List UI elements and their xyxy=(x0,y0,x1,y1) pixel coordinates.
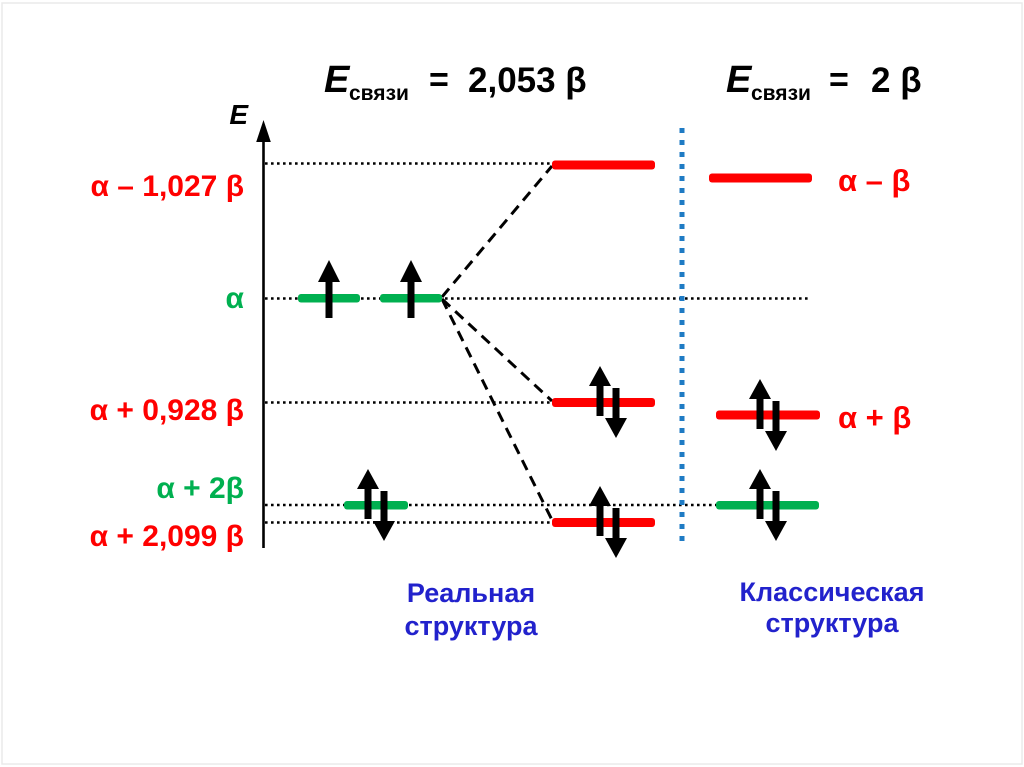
e-subscript: связи xyxy=(751,82,811,105)
level-bar-alpha-2beta-real xyxy=(344,501,408,510)
e-subscript: связи xyxy=(349,82,409,105)
spin-up-arrow-icon xyxy=(749,379,771,429)
electron-spin-up-arrow-icon xyxy=(400,260,422,318)
equals-sign: = xyxy=(429,61,449,99)
energy-label-antibonding-classical: α – β xyxy=(838,163,910,198)
electron-pair-alpha-2beta-classical xyxy=(749,469,787,541)
energy-label-alpha: α xyxy=(226,282,245,315)
correlation-line-top xyxy=(440,165,554,298)
level-bar-antibonding-classical xyxy=(709,173,812,183)
caption-classical: Классическая структура xyxy=(740,577,925,638)
bond-energy-title-real: E связи = 2,053 β xyxy=(324,59,587,105)
caption-classical-line2: структура xyxy=(766,608,900,638)
e-symbol: E xyxy=(324,59,351,101)
electron-pair-bonding-real xyxy=(589,366,627,438)
caption-real-line2: структура xyxy=(405,611,539,641)
spin-down-arrow-icon xyxy=(765,491,787,541)
electron-pair-alpha-2beta-real xyxy=(357,469,395,541)
spin-up-arrow-icon xyxy=(589,366,611,416)
energy-axis-label: E xyxy=(229,99,249,130)
electron-pair-bonding-classical xyxy=(749,379,787,451)
axis-arrowhead-icon xyxy=(256,120,271,142)
bond-energy-value: 2,053 β xyxy=(468,61,587,100)
electron-pair-lowest-real xyxy=(589,486,627,558)
correlation-line-middle xyxy=(440,297,554,403)
spin-down-arrow-icon xyxy=(605,508,627,558)
caption-classical-line1: Классическая xyxy=(740,577,925,607)
spin-up-arrow-icon xyxy=(589,486,611,536)
energy-label-bonding-real: α + 0,928 β xyxy=(90,394,244,427)
level-bar-antibonding-real xyxy=(552,160,655,170)
e-symbol: E xyxy=(726,59,753,101)
electron-spin-up-arrow-icon xyxy=(318,260,340,318)
bond-energy-title-classical: E связи = 2 β xyxy=(726,59,922,105)
bond-energy-value: 2 β xyxy=(871,61,922,100)
energy-label-antibonding-real: α – 1,027 β xyxy=(90,170,244,203)
energy-label-alpha-2beta: α + 2β xyxy=(156,472,244,505)
level-bar-alpha-2beta-classical xyxy=(716,501,819,510)
energy-label-lowest-real: α + 2,099 β xyxy=(90,520,244,553)
level-bar-bonding-classical xyxy=(716,410,820,420)
spin-down-arrow-icon xyxy=(605,388,627,438)
spin-down-arrow-icon xyxy=(373,491,395,541)
spin-up-arrow-icon xyxy=(749,469,771,519)
caption-real: Реальная структура xyxy=(405,578,539,641)
spin-down-arrow-icon xyxy=(765,401,787,451)
caption-real-line1: Реальная xyxy=(407,578,535,608)
correlation-line-bottom xyxy=(440,298,554,521)
energy-label-bonding-classical: α + β xyxy=(838,400,911,435)
equals-sign: = xyxy=(829,61,849,99)
spin-up-arrow-icon xyxy=(357,469,379,519)
